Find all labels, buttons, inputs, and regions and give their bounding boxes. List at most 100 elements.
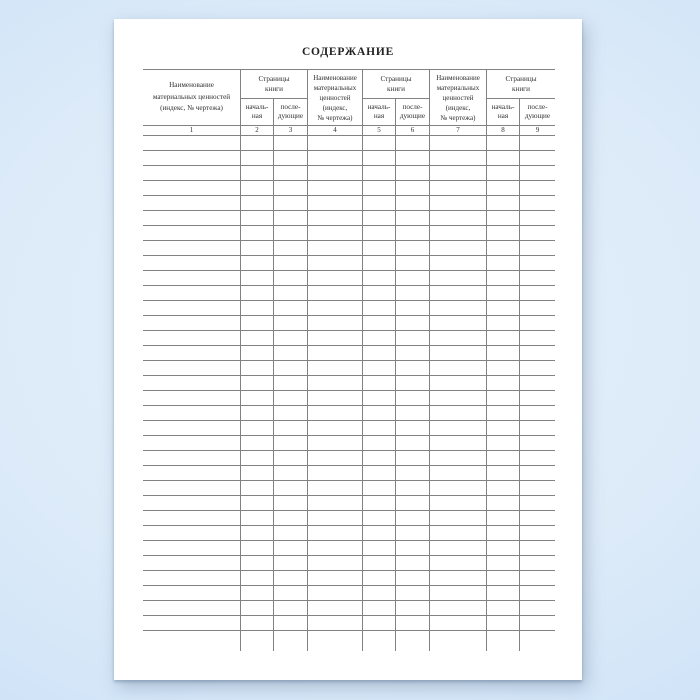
table-cell (396, 526, 430, 541)
table-cell (363, 256, 396, 271)
table-cell (520, 151, 555, 166)
table-cell (274, 166, 308, 181)
table-cell (520, 271, 555, 286)
table-cell (396, 316, 430, 331)
table-cell (487, 316, 520, 331)
table-row (143, 331, 555, 346)
table-cell (143, 616, 241, 631)
table-cell (143, 601, 241, 616)
table-cell (143, 271, 241, 286)
table-cell (241, 436, 274, 451)
table-cell (363, 346, 396, 361)
table-cell (487, 526, 520, 541)
table-cell (430, 421, 487, 436)
table-cell (396, 271, 430, 286)
table-cell (308, 166, 363, 181)
header-col-number-8: 8 (487, 126, 520, 136)
table-cell (274, 616, 308, 631)
table-cell (143, 226, 241, 241)
table-cell (143, 436, 241, 451)
table-cell (241, 526, 274, 541)
table-cell (363, 496, 396, 511)
table-row (143, 496, 555, 511)
table-cell (143, 391, 241, 406)
table-cell (143, 376, 241, 391)
table-cell (308, 196, 363, 211)
table-row (143, 466, 555, 481)
table-cell (143, 256, 241, 271)
table-cell (430, 316, 487, 331)
table-cell (308, 316, 363, 331)
table-cell (363, 511, 396, 526)
table-cell (143, 496, 241, 511)
table-cell (241, 571, 274, 586)
table-cell (430, 601, 487, 616)
table-cell (363, 616, 396, 631)
table-cell (396, 466, 430, 481)
table-cell (487, 586, 520, 601)
table-cell (430, 241, 487, 256)
table-cell (520, 421, 555, 436)
table-cell (396, 331, 430, 346)
table-cell (308, 346, 363, 361)
table-cell (143, 571, 241, 586)
table-row (143, 241, 555, 256)
table-cell (274, 196, 308, 211)
table-row (143, 511, 555, 526)
header-col-number-1: 1 (143, 126, 241, 136)
table-cell (241, 556, 274, 571)
table-cell (487, 166, 520, 181)
table-cell (487, 301, 520, 316)
table-cell (308, 376, 363, 391)
table-cell (487, 616, 520, 631)
table-cell (274, 181, 308, 196)
header-page-next-2: после- дующие (396, 99, 430, 126)
table-body (143, 136, 555, 651)
table-cell (274, 541, 308, 556)
table-cell (396, 226, 430, 241)
header-col-number-2: 2 (241, 126, 274, 136)
table-cell (430, 346, 487, 361)
table-cell (396, 151, 430, 166)
table-row (143, 151, 555, 166)
table-row (143, 286, 555, 301)
table-cell (487, 436, 520, 451)
table-cell (241, 331, 274, 346)
table-cell (308, 436, 363, 451)
table-cell (487, 346, 520, 361)
table-cell (520, 256, 555, 271)
table-cell (430, 496, 487, 511)
table-cell (520, 286, 555, 301)
table-cell (241, 286, 274, 301)
table-cell (520, 496, 555, 511)
table-cell (241, 301, 274, 316)
table-cell (308, 586, 363, 601)
table-cell (396, 196, 430, 211)
table-cell (363, 331, 396, 346)
table-row (143, 556, 555, 571)
table-cell (241, 316, 274, 331)
table-cell (143, 451, 241, 466)
table-cell (363, 526, 396, 541)
table-cell (241, 166, 274, 181)
table-cell (241, 421, 274, 436)
table-cell (308, 601, 363, 616)
table-cell (241, 376, 274, 391)
table-cell (363, 586, 396, 601)
table-header: Наименование материальных ценностей (инд… (143, 70, 555, 136)
table-cell (363, 541, 396, 556)
table-cell (396, 361, 430, 376)
table-row (143, 211, 555, 226)
table-cell (308, 541, 363, 556)
table-cell (430, 571, 487, 586)
table-cell (143, 301, 241, 316)
table-cell (143, 331, 241, 346)
table-cell (308, 256, 363, 271)
table-row (143, 616, 555, 631)
table-cell (487, 541, 520, 556)
table-cell (430, 211, 487, 226)
table-cell (363, 556, 396, 571)
table-cell (143, 166, 241, 181)
table-cell (241, 601, 274, 616)
table-cell (308, 481, 363, 496)
